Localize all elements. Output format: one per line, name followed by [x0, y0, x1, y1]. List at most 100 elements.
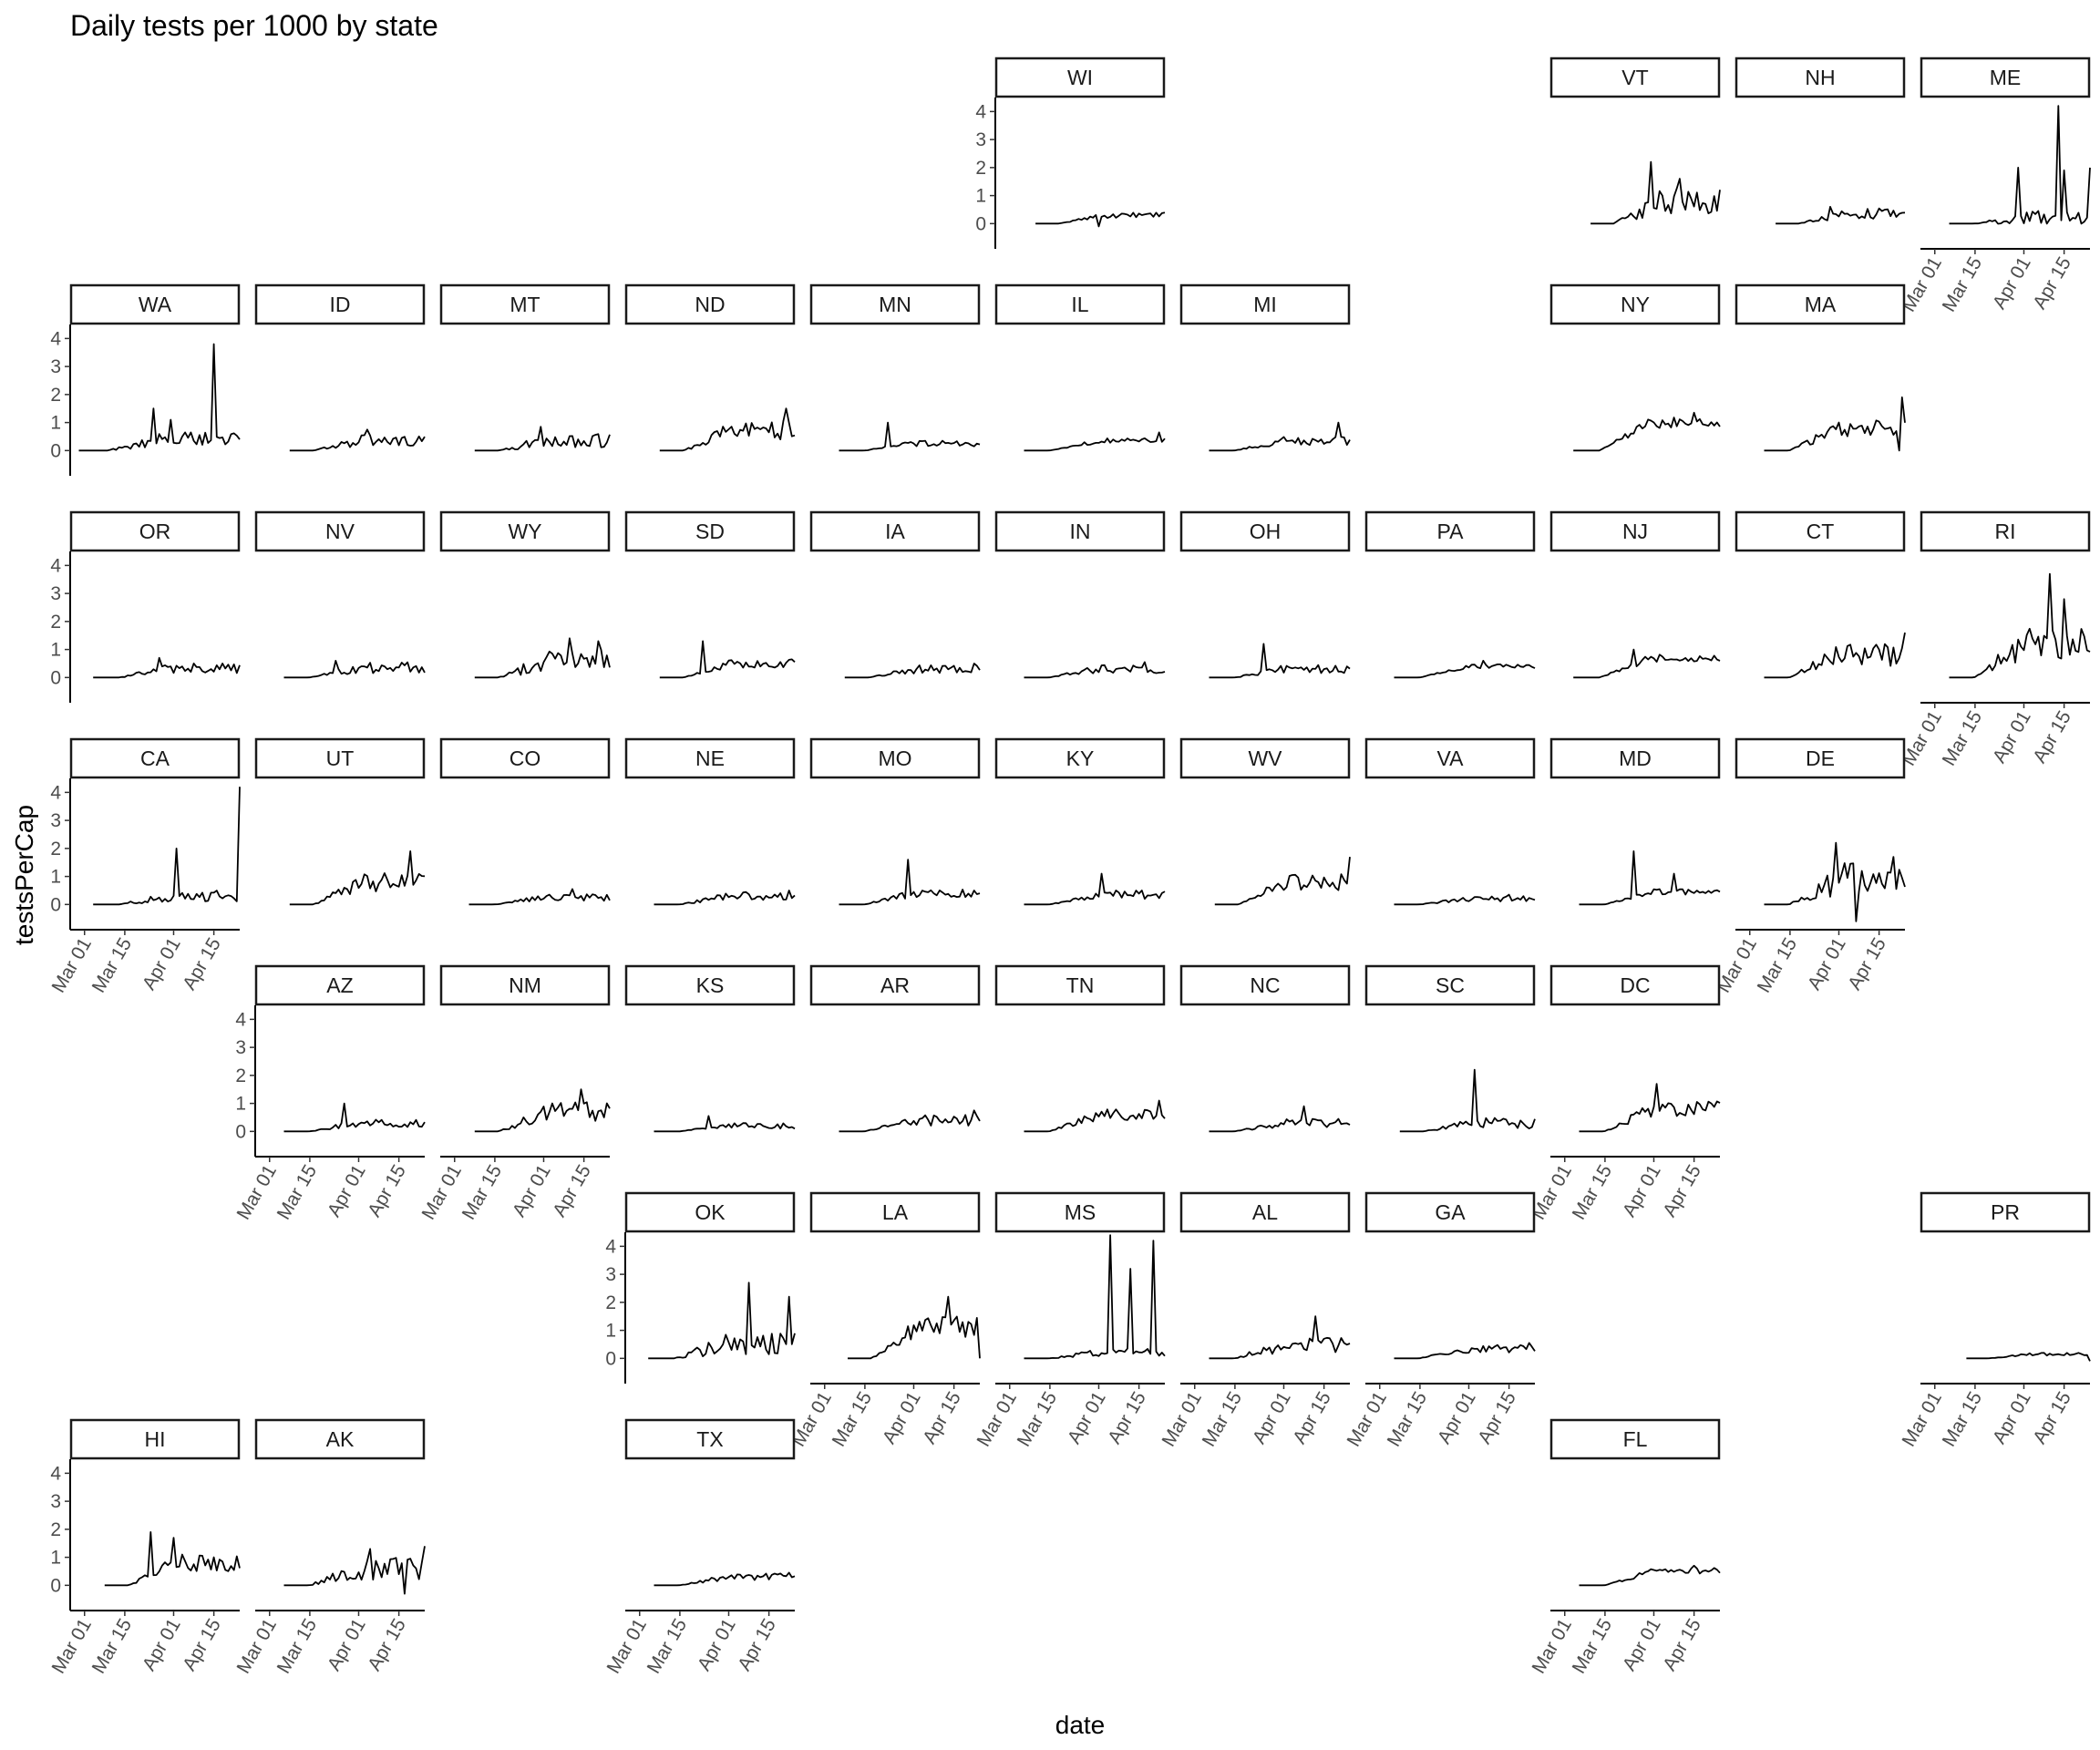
series-line-mn [839, 421, 981, 452]
x-tick-label: Apr 15 [919, 1388, 965, 1447]
x-tick-label: Apr 15 [2029, 707, 2075, 767]
series-line-ok [648, 1282, 796, 1360]
y-tick-label: 0 [50, 667, 61, 688]
facet-strip-label: GA [1435, 1200, 1466, 1224]
x-tick-label: Mar 15 [88, 1615, 137, 1677]
facet-panel-wv: WV [1179, 737, 1351, 906]
x-tick-label: Apr 15 [1844, 934, 1890, 993]
facet-panel-tn: TN [994, 964, 1166, 1133]
series-line-ny [1573, 411, 1721, 452]
y-tick-label: 2 [50, 839, 61, 860]
facet-strip-label: IA [885, 520, 905, 543]
facet-strip-label: NM [509, 973, 541, 997]
facet-panel-il: IL [994, 283, 1166, 452]
y-tick-label: 4 [235, 1009, 246, 1030]
facet-strip [994, 510, 1166, 552]
y-tick-label: 0 [235, 1121, 246, 1142]
series-line-sd [659, 640, 796, 679]
facet-strip-label: MA [1805, 293, 1837, 316]
series-line-az [283, 1102, 426, 1133]
x-tick-label: Mar 15 [1014, 1388, 1062, 1450]
series-line-la [848, 1295, 981, 1360]
facet-strip [809, 283, 981, 325]
x-tick-label: Apr 01 [139, 1615, 185, 1674]
x-tick-label: Apr 15 [364, 1161, 410, 1220]
x-tick-label: Apr 15 [734, 1615, 780, 1674]
y-tick-label: 4 [605, 1236, 616, 1257]
facet-strip [994, 964, 1166, 1006]
series-line-nh [1776, 205, 1906, 225]
x-tick-label: Mar 15 [1754, 934, 1802, 996]
x-tick-label: Apr 15 [1659, 1615, 1705, 1674]
facet-strip-label: WY [508, 520, 541, 543]
y-axis-title: testsPerCap [10, 805, 38, 945]
facet-strip [254, 737, 426, 779]
facet-panel-co: CO [439, 737, 611, 906]
facet-strip-label: SD [695, 520, 725, 543]
facet-strip [809, 510, 981, 552]
facet-panel-nh: NH [1735, 57, 1906, 225]
x-tick-label: Mar 15 [273, 1161, 322, 1223]
facet-strip [254, 510, 426, 552]
x-tick-label: Apr 01 [1804, 934, 1850, 993]
series-line-ct [1764, 632, 1906, 679]
facet-strip [1920, 510, 2091, 552]
facet-strip [439, 283, 611, 325]
facet-panel-id: ID [254, 283, 426, 452]
series-line-nv [283, 660, 426, 679]
y-tick-label: 3 [235, 1037, 246, 1058]
x-tick-label: Apr 15 [1104, 1388, 1150, 1447]
facet-strip [1735, 737, 1906, 779]
facet-strip-label: AL [1252, 1200, 1278, 1224]
facet-strip [624, 737, 796, 779]
y-tick-label: 1 [50, 867, 61, 888]
series-line-sc [1399, 1068, 1536, 1133]
series-line-wi [1035, 211, 1166, 228]
x-tick-label: Apr 01 [1989, 1388, 2035, 1447]
facet-strip-label: DC [1620, 973, 1650, 997]
y-tick-label: 3 [50, 356, 61, 377]
facet-strip-label: DE [1806, 746, 1835, 770]
facet-strip-label: MI [1253, 293, 1277, 316]
facet-strip [809, 964, 981, 1006]
x-tick-label: Apr 01 [324, 1161, 370, 1220]
x-tick-label: Apr 01 [1619, 1161, 1665, 1220]
x-tick-label: Apr 01 [879, 1388, 925, 1447]
facet-panel-wy: WY [439, 510, 611, 679]
x-tick-label: Mar 15 [829, 1388, 877, 1450]
y-tick-label: 0 [975, 213, 986, 234]
facet-strip-label: MN [879, 293, 911, 316]
facet-strip-label: OR [139, 520, 171, 543]
facet-strip [1549, 1418, 1721, 1460]
facet-strip-label: AK [326, 1427, 355, 1451]
facet-panel-in: IN [994, 510, 1166, 679]
x-tick-label: Apr 01 [1249, 1388, 1295, 1447]
facet-strip-label: CT [1807, 520, 1835, 543]
facet-strip [1179, 964, 1351, 1006]
facet-strip [1179, 283, 1351, 325]
facet-strip-label: NH [1805, 66, 1835, 89]
facet-panel-nv: NV [254, 510, 426, 679]
facet-panel-va: VA [1364, 737, 1536, 906]
y-tick-label: 3 [50, 583, 61, 604]
facet-strip-label: TX [696, 1427, 723, 1451]
facet-strip-label: HI [145, 1427, 166, 1451]
y-tick-label: 4 [50, 555, 61, 576]
y-tick-label: 0 [50, 1575, 61, 1596]
series-line-fl [1579, 1564, 1721, 1587]
facet-strip [624, 283, 796, 325]
series-line-mo [839, 859, 981, 906]
facet-strip [994, 57, 1166, 98]
facet-panel-sc: SC [1364, 964, 1536, 1133]
x-tick-label: Apr 01 [139, 934, 185, 993]
series-line-id [289, 428, 426, 452]
series-line-tx [654, 1571, 796, 1587]
y-tick-label: 0 [50, 440, 61, 461]
